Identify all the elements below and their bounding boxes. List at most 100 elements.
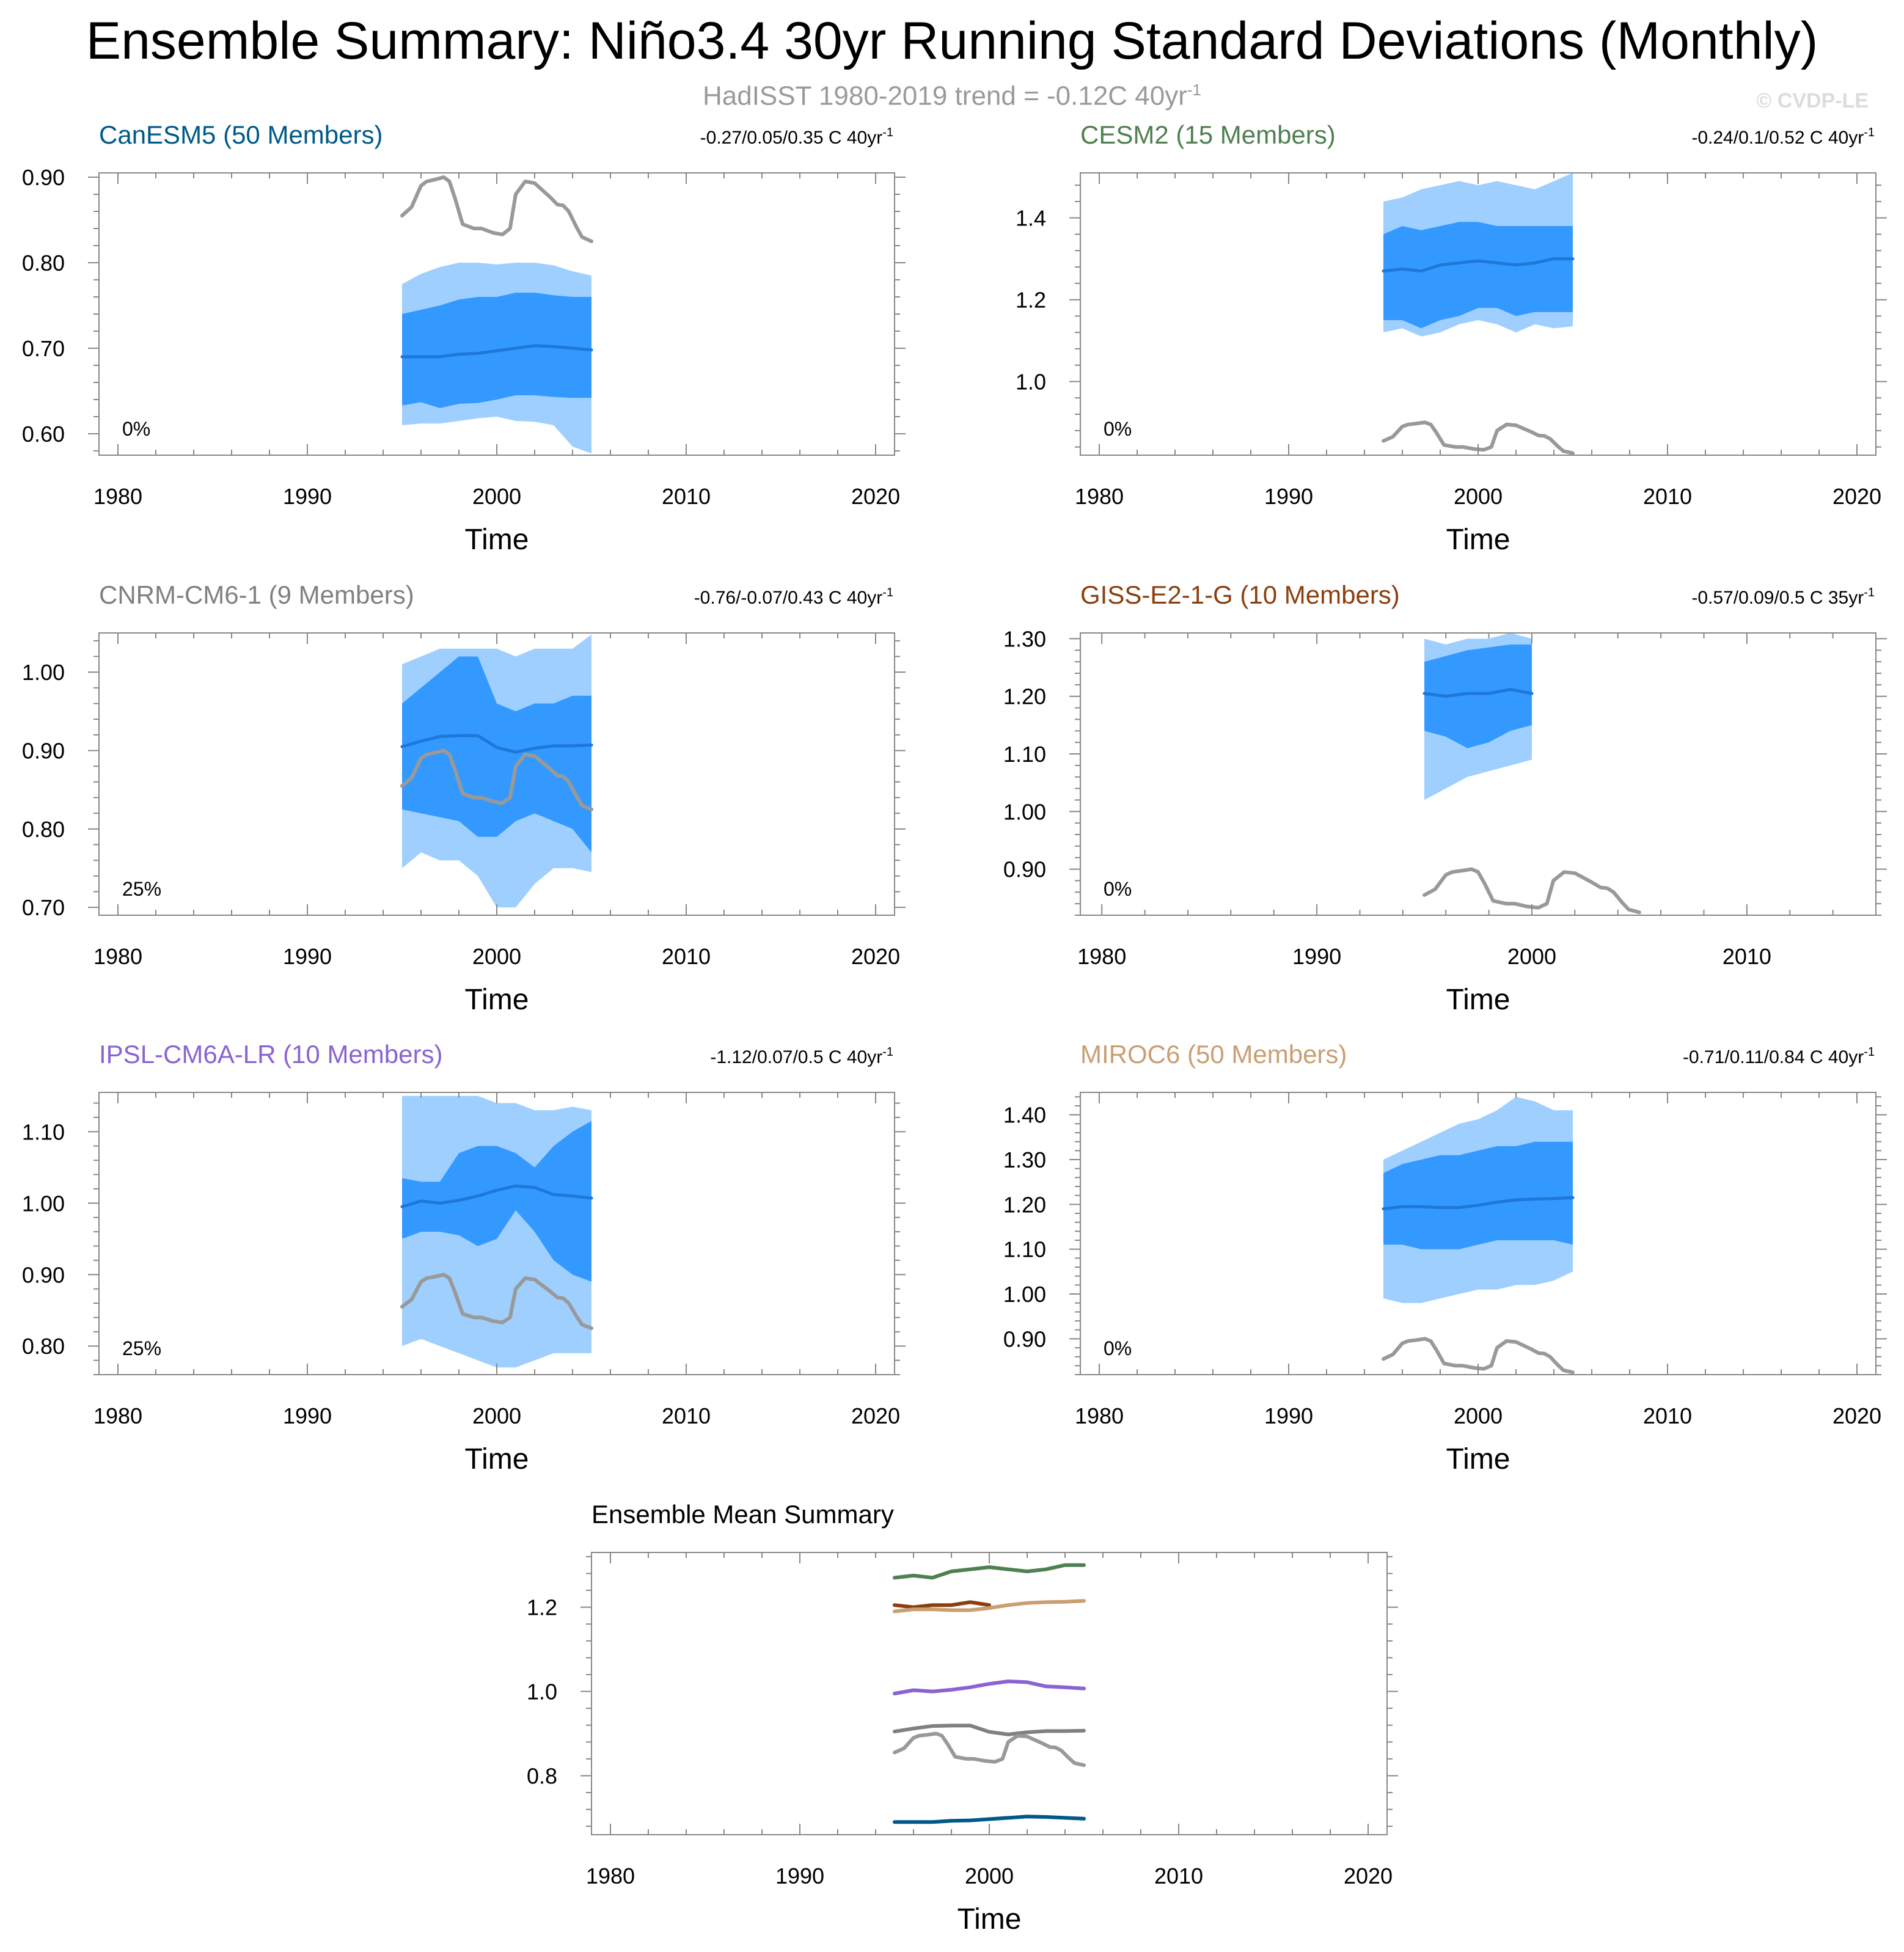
- trend-label: -0.76/-0.07/0.43 C 40yr-1: [694, 586, 893, 608]
- ensemble-mean-canesm5: [893, 1815, 1086, 1824]
- chart-panel-4: 1980 1990 2000 2010 2020 0.80 0.90 1.00 1.10 Time…: [22, 1040, 906, 1475]
- ensemble-mean-cnrm-cm6-1: [893, 1724, 1086, 1736]
- x-tick-label: 1990: [775, 1863, 824, 1888]
- y-tick-label: 1.20: [1003, 1192, 1046, 1217]
- y-tick-label: 1.10: [22, 1119, 65, 1144]
- x-tick-label: 1980: [586, 1863, 635, 1888]
- x-tick-label: 2010: [662, 944, 711, 969]
- credit-watermark: © CVDP-LE: [1756, 89, 1869, 112]
- model-title: CNRM-CM6-1 (9 Members): [99, 580, 414, 609]
- x-tick-label: 1980: [1075, 1403, 1124, 1428]
- x-axis-label: Time: [1446, 524, 1510, 556]
- x-tick-label: 2020: [1833, 484, 1881, 509]
- chart-panel-2: 1980 1990 2000 2010 2020 0.70 0.80 0.90 1.00 Time…: [22, 580, 906, 1016]
- y-tick-label: 1.10: [1003, 1237, 1046, 1262]
- plot-area: [1382, 173, 1575, 455]
- y-tick-label: 0.90: [1003, 1326, 1046, 1351]
- trend-exponent: -1: [882, 126, 893, 139]
- trend-exponent: -1: [882, 586, 893, 599]
- observed-line: [400, 175, 593, 243]
- x-tick-label: 2020: [851, 1403, 900, 1428]
- model-title: IPSL-CM6A-LR (10 Members): [99, 1040, 442, 1069]
- percent-label: 0%: [1104, 1337, 1132, 1359]
- subtitle-exponent: -1: [1187, 81, 1202, 99]
- spread-band-10-90: [1383, 222, 1573, 329]
- observed-line: [1423, 867, 1641, 915]
- x-axis-label: Time: [1446, 1443, 1510, 1475]
- x-tick-label: 2000: [472, 1403, 521, 1428]
- figure-subtitle: HadISST 1980-2019 trend = -0.12C 40yr-1: [0, 81, 1904, 112]
- plot-area: [1423, 633, 1641, 915]
- trend-exponent: -1: [882, 1045, 893, 1059]
- y-tick-label: 1.10: [1003, 742, 1046, 767]
- observed-line: [1382, 420, 1575, 455]
- y-tick-label: 1.0: [527, 1680, 557, 1705]
- y-tick-label: 1.0: [1016, 369, 1046, 394]
- y-tick-label: 0.8: [527, 1763, 557, 1788]
- trend-exponent: -1: [1864, 126, 1875, 139]
- x-tick-label: 2010: [662, 1403, 711, 1428]
- y-tick-label: 0.60: [22, 422, 65, 447]
- summary-title: Ensemble Mean Summary: [591, 1500, 894, 1529]
- chart-panel-5: 1980 1990 2000 2010 2020 0.90 1.00 1.10 1.20 1.30…: [1003, 1040, 1887, 1475]
- percent-label: 25%: [122, 1337, 161, 1359]
- x-tick-label: 2010: [1723, 944, 1771, 969]
- x-tick-label: 1990: [1264, 1403, 1313, 1428]
- x-tick-label: 1990: [283, 944, 332, 969]
- spread-band-10-90: [1383, 1141, 1573, 1249]
- ensemble-mean-line: [400, 734, 593, 754]
- figure-title: Ensemble Summary: Niño3.4 30yr Running S…: [86, 12, 1818, 70]
- y-tick-label: 1.4: [1016, 206, 1046, 231]
- x-axis-label: Time: [465, 1443, 529, 1475]
- spread-band-10-90: [1424, 644, 1532, 748]
- x-axis-label: Time: [465, 524, 529, 556]
- trend-label: -0.57/0.09/0.5 C 35yr-1: [1691, 586, 1875, 608]
- percent-label: 25%: [122, 878, 161, 900]
- trend-exponent: -1: [1864, 1045, 1875, 1059]
- model-title: CanESM5 (50 Members): [99, 120, 383, 149]
- x-tick-label: 2010: [1643, 1403, 1692, 1428]
- x-tick-label: 2020: [1833, 1403, 1881, 1428]
- y-tick-label: 0.90: [22, 1262, 65, 1287]
- y-tick-label: 1.20: [1003, 684, 1046, 709]
- y-tick-label: 1.30: [1003, 626, 1046, 651]
- x-tick-label: 2000: [965, 1863, 1014, 1888]
- x-tick-label: 2000: [1454, 484, 1503, 509]
- x-tick-label: 2010: [662, 484, 711, 509]
- x-tick-label: 2020: [1344, 1863, 1393, 1888]
- x-tick-label: 2000: [472, 944, 521, 969]
- y-tick-label: 0.90: [22, 739, 65, 764]
- trend-label: -0.27/0.05/0.35 C 40yr-1: [700, 126, 893, 148]
- chart-panel-1: 1980 1990 2000 2010 2020 1.0 1.2 1.4 Time CESM2 (…: [1016, 120, 1887, 556]
- observed-line: [400, 1273, 593, 1330]
- y-tick-label: 1.2: [527, 1595, 557, 1620]
- y-tick-label: 0.70: [22, 336, 65, 361]
- x-tick-label: 2000: [472, 484, 521, 509]
- x-tick-label: 2020: [851, 484, 900, 509]
- ensemble-mean-miroc6: [893, 1599, 1086, 1614]
- chart-panel-6: 1980 1990 2000 2010 2020 0.8 1.0 1.2 Time Ensembl…: [527, 1500, 1398, 1936]
- y-tick-label: 0.80: [22, 250, 65, 276]
- x-axis-label: Time: [1446, 984, 1510, 1016]
- ensemble-mean-giss-e2-1-g: [893, 1600, 991, 1609]
- percent-label: 0%: [1104, 878, 1132, 900]
- x-tick-label: 1980: [1077, 944, 1126, 969]
- y-tick-label: 1.00: [22, 660, 65, 685]
- chart-panel-3: 1980 1990 2000 2010 0.90 1.00 1.10 1.20 1.30 Time…: [1003, 580, 1887, 1016]
- y-tick-label: 0.80: [22, 817, 65, 842]
- x-tick-label: 1980: [93, 1403, 142, 1428]
- trend-label: -0.71/0.11/0.84 C 40yr-1: [1683, 1045, 1875, 1067]
- trend-label: -1.12/0.07/0.5 C 40yr-1: [710, 1045, 893, 1067]
- ensemble-mean-line: [1382, 1196, 1575, 1211]
- y-tick-label: 0.90: [1003, 857, 1046, 882]
- trend-label: -0.24/0.1/0.52 C 40yr-1: [1691, 126, 1875, 148]
- x-axis-label: Time: [465, 984, 529, 1016]
- observed-line: [400, 748, 593, 811]
- plot-area: [1382, 1097, 1575, 1375]
- spread-band-10-90: [402, 656, 591, 853]
- y-tick-label: 0.80: [22, 1334, 65, 1359]
- model-title: GISS-E2-1-G (10 Members): [1080, 580, 1400, 609]
- y-tick-label: 1.40: [1003, 1103, 1046, 1128]
- plot-area: [400, 175, 593, 454]
- plot-frame: [591, 1552, 1388, 1835]
